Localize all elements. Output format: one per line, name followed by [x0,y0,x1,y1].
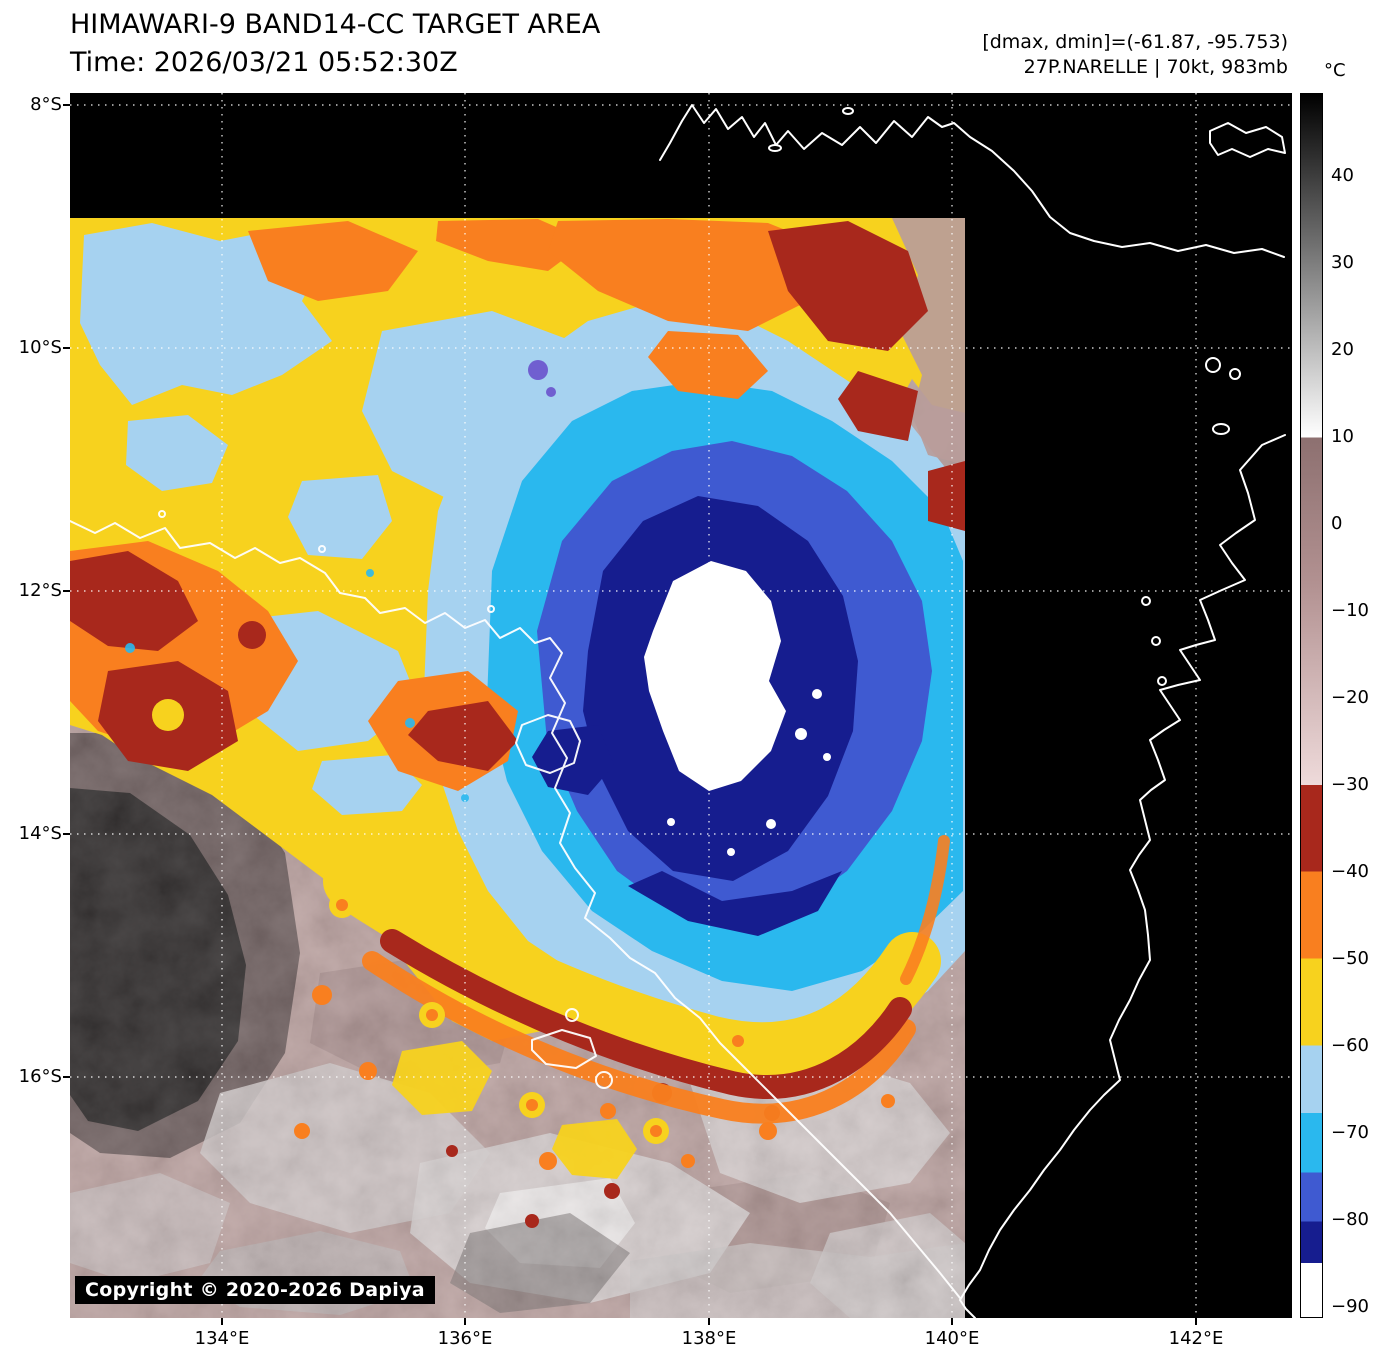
hot-tower-spots [329,892,751,1179]
range-info: [dmax, dmin]=(-61.87, -95.753) [982,31,1288,53]
latlon-grid [70,93,1292,1318]
violet-spot [528,360,556,397]
x-axis-label: 136°E [437,1328,493,1349]
y-axis-label: 16°S [18,1066,62,1087]
colorbar-tick: −40 [1331,861,1369,882]
x-axis-label: 142°E [1168,1328,1224,1349]
colorbar-tick: −80 [1331,1209,1369,1230]
satellite-swath [70,218,965,1318]
x-tick-mark [464,1318,466,1325]
y-tick-mark [63,104,70,106]
y-axis-label: 8°S [30,94,62,115]
colorbar-tick: 30 [1331,252,1354,273]
colorbar-tick: 10 [1331,426,1354,447]
cyclone-eye-white [644,561,831,856]
x-tick-mark [708,1318,710,1325]
colorbar-tick: 40 [1331,165,1354,186]
figure-title: HIMAWARI-9 BAND14-CC TARGET AREA [70,9,601,40]
y-axis-label: 14°S [18,823,62,844]
yellow-hole [152,699,184,731]
colorbar-tick: −90 [1331,1296,1369,1317]
y-tick-mark [63,833,70,835]
figure-header: HIMAWARI-9 BAND14-CC TARGET AREA Time: 2… [70,6,600,82]
x-axis-label: 138°E [681,1328,737,1349]
colorbar-tick: 20 [1331,339,1354,360]
y-axis-label: 10°S [18,337,62,358]
colorbar-tick: −60 [1331,1035,1369,1056]
coastline-background [659,104,1286,1318]
colorbar-tick: −70 [1331,1122,1369,1143]
storm-info: 27P.NARELLE | 70kt, 983mb [1023,56,1288,78]
figure-info: [dmax, dmin]=(-61.87, -95.753) 27P.NAREL… [830,30,1288,80]
y-axis-label: 12°S [18,580,62,601]
satellite-image [70,93,1292,1318]
cyan-specks [125,569,469,802]
colorbar-unit: °C [1324,60,1346,81]
x-tick-mark [1195,1318,1197,1325]
x-tick-mark [221,1318,223,1325]
copyright-badge: Copyright © 2020-2026 Dapiya [75,1276,435,1304]
warm-corner-patch [892,218,965,465]
colorbar-tick: −20 [1331,687,1369,708]
colorbar [1300,93,1323,1318]
colorbar-tick: −10 [1331,600,1369,621]
figure-time: Time: 2026/03/21 05:52:30Z [70,47,458,78]
y-tick-mark [63,590,70,592]
x-axis-label: 140°E [924,1328,980,1349]
colorbar-tick: −30 [1331,774,1369,795]
y-tick-mark [63,347,70,349]
x-axis-label: 134°E [194,1328,250,1349]
y-tick-mark [63,1076,70,1078]
south-convective-band [323,835,950,1124]
x-tick-mark [951,1318,953,1325]
map-plot: Copyright © 2020-2026 Dapiya [70,93,1292,1318]
colorbar-tick: 0 [1331,513,1343,534]
coastline-swath [70,510,961,1299]
colorbar-tick: −50 [1331,948,1369,969]
